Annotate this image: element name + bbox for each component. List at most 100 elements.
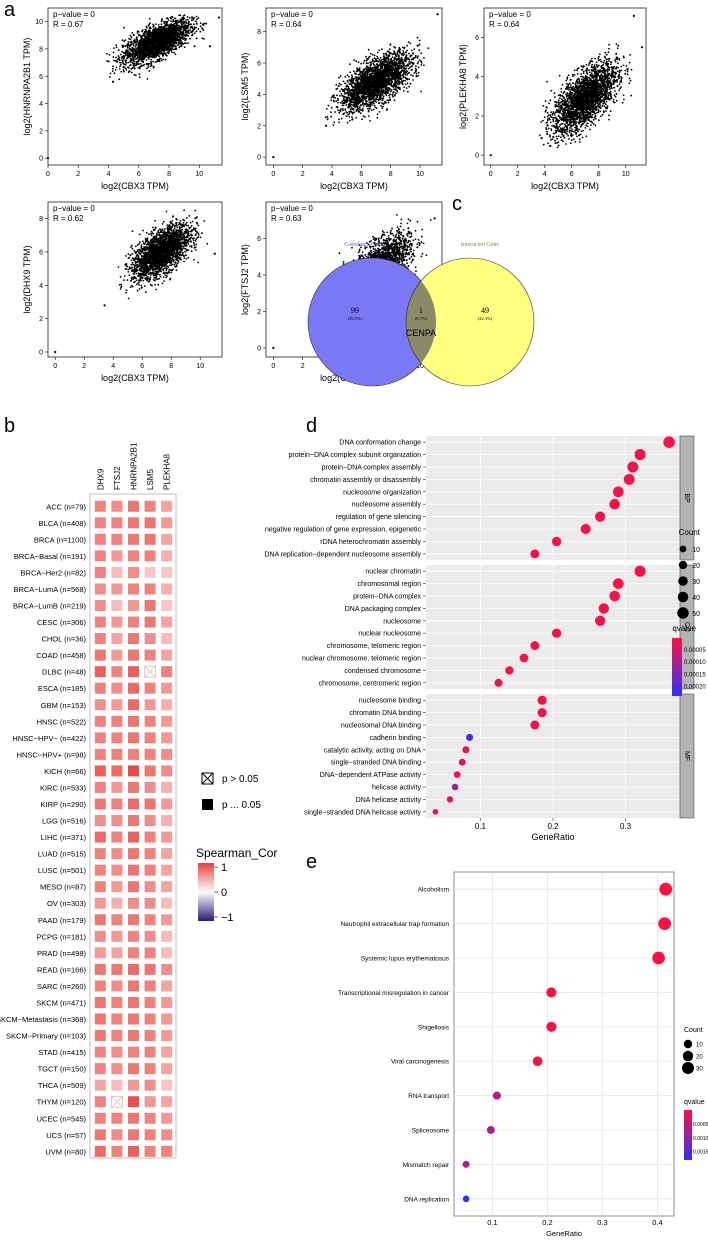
panel-label-e: e: [306, 851, 317, 873]
data-point: [355, 92, 358, 94]
data-point: [142, 61, 145, 64]
data-point: [386, 67, 389, 70]
x-tick-label: 8: [167, 171, 171, 178]
data-point: [155, 60, 158, 63]
data-point: [352, 70, 355, 73]
data-point: [398, 77, 400, 80]
data-point: [139, 47, 142, 50]
data-point: [364, 93, 367, 96]
x-tick-label: 4: [330, 171, 334, 178]
data-point: [127, 61, 130, 64]
x-tick-label: 10: [622, 171, 630, 178]
data-point: [117, 55, 120, 57]
data-point: [348, 119, 351, 122]
data-point: [109, 76, 111, 78]
data-point: [367, 62, 369, 65]
data-point: [171, 41, 174, 44]
x-tick-label: 0: [489, 171, 493, 178]
data-point: [151, 52, 154, 55]
data-point: [362, 85, 365, 88]
y-tick-label: 6: [257, 60, 261, 67]
data-point: [410, 65, 413, 68]
data-point: [140, 35, 143, 38]
data-point: [122, 66, 125, 69]
data-point: [132, 64, 135, 67]
data-point: [609, 79, 612, 81]
data-point: [390, 72, 393, 74]
data-point: [372, 62, 375, 65]
data-point: [326, 115, 329, 118]
data-point: [412, 79, 415, 81]
data-point: [348, 112, 351, 115]
data-point: [388, 70, 391, 73]
data-point: [188, 21, 190, 24]
data-point: [173, 23, 176, 25]
data-point: [153, 37, 156, 40]
data-point: [115, 56, 117, 59]
data-point: [374, 72, 376, 75]
data-point: [144, 52, 147, 55]
data-point: [373, 99, 375, 102]
data-point: [423, 64, 425, 67]
data-point: [183, 21, 185, 24]
data-point: [131, 59, 133, 62]
data-point: [390, 90, 392, 93]
data-point: [346, 100, 348, 103]
data-point: [174, 20, 177, 23]
data-point: [369, 84, 372, 87]
data-point: [381, 86, 384, 89]
data-point: [409, 82, 412, 85]
data-point: [385, 93, 387, 96]
data-point: [417, 66, 420, 69]
data-point: [365, 91, 367, 94]
data-point: [361, 73, 364, 75]
data-point: [195, 15, 198, 18]
data-point: [393, 72, 395, 75]
data-point: [121, 59, 124, 62]
data-point: [379, 81, 381, 84]
data-point: [202, 24, 205, 26]
data-point: [137, 56, 140, 58]
data-point: [176, 19, 179, 22]
data-point: [182, 17, 184, 19]
data-point: [173, 45, 176, 48]
data-point: [120, 70, 123, 73]
data-point: [185, 30, 188, 33]
data-point: [351, 74, 353, 76]
data-point: [385, 91, 387, 94]
data-point: [164, 43, 167, 46]
data-point: [350, 96, 353, 98]
panel-label-c: c: [452, 193, 462, 215]
outlier-point: [46, 157, 50, 160]
data-point: [382, 97, 385, 100]
data-point: [384, 85, 386, 88]
data-point: [358, 86, 360, 89]
data-point: [346, 84, 348, 86]
data-point: [400, 60, 403, 63]
data-point: [326, 118, 329, 121]
data-point: [420, 64, 423, 66]
data-point: [383, 77, 386, 80]
data-point: [402, 60, 404, 63]
data-point: [148, 70, 151, 72]
data-point: [133, 41, 136, 44]
data-point: [393, 59, 396, 62]
data-point: [366, 86, 369, 89]
data-point: [157, 24, 160, 26]
data-point: [170, 20, 172, 22]
data-point: [380, 104, 383, 107]
data-point: [376, 51, 379, 54]
data-point: [345, 104, 348, 106]
data-point: [414, 54, 417, 57]
data-point: [403, 59, 406, 62]
data-point: [137, 63, 140, 65]
data-point: [390, 78, 392, 80]
data-point: [181, 35, 184, 38]
data-point: [405, 87, 408, 89]
data-point: [348, 76, 350, 78]
data-point: [119, 53, 122, 56]
data-point: [350, 78, 353, 80]
data-point: [180, 45, 183, 48]
data-point: [372, 108, 375, 111]
